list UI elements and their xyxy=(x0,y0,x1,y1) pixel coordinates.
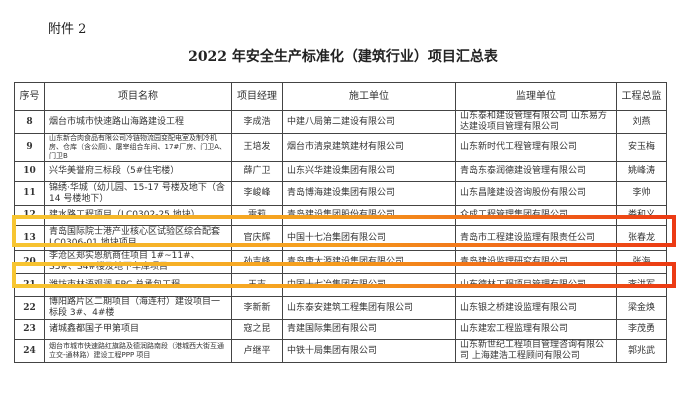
header-manager: 项目经理 xyxy=(231,82,283,111)
project-name: 博阳路片区二期项目（海连村）建设项目一标段 3#、4#楼 xyxy=(44,296,232,320)
supervision-unit: 山东新时代工程管理有限公司 xyxy=(455,133,617,162)
row-no: 11 xyxy=(14,181,45,206)
table-row: 23 诸城鑫都国子甲第项目 寇之昆 青建国际集团有限公司 山东建宏工程监理有限公司 李茂勇 xyxy=(14,319,667,340)
construction-unit: 中铁十局集团有限公司 xyxy=(282,339,456,363)
construction-unit: 青建国际集团有限公司 xyxy=(282,319,456,340)
construction-unit: 青岛博海建设集团有限公司 xyxy=(282,181,456,206)
project-manager: 王志 xyxy=(231,273,283,297)
header-director: 工程总监 xyxy=(616,82,667,111)
supervision-unit: 山东昌隆建设咨询股份有限公司 xyxy=(455,181,617,206)
chief-supervisor: 张春龙 xyxy=(616,225,667,251)
construction-unit: 烟台市清泉建筑建材有限公司 xyxy=(282,133,456,162)
project-name: 青岛国际院士港产业核心区试验区综合配套 LC0306-01 地块项目 xyxy=(44,225,232,251)
table-row: 21 潍坊市林语观澜 EPC 总承包工程 王志 中国十七冶集团有限公司 山东德林工程项目… xyxy=(14,273,667,297)
table-row: 8 烟台市城市快速路山海路建设工程 李成浩 中建八局第二建设有限公司 山东泰和建设管理有… xyxy=(14,110,667,134)
chief-supervisor: 安玉梅 xyxy=(616,133,667,162)
project-name: 山东新合肉食品有限公司冷链物流园变配电室及制冷机房、仓库（含公厕）、屠宰组合车间… xyxy=(44,133,232,162)
construction-unit: 中国十七冶集团有限公司 xyxy=(282,273,456,297)
table-row: 10 兴华美誉府三标段（5#住宅楼） 薛广卫 山东兴华建设集团有限公司 青岛东泰润德建设… xyxy=(14,161,667,182)
chief-supervisor: 姚峰涛 xyxy=(616,161,667,182)
project-name: 锦绣·华城（幼儿园、15-17 号楼及地下（含 14 号楼地下） xyxy=(44,181,232,206)
supervision-unit: 山东建宏工程监理有限公司 xyxy=(455,319,617,340)
row-no: 20 xyxy=(14,250,45,274)
project-name: 建水路工程项目（LC0302-25 地块） xyxy=(44,205,232,226)
project-manager: 薛广卫 xyxy=(231,161,283,182)
chief-supervisor: 梁金焕 xyxy=(616,296,667,320)
supervision-unit: 山东银之桥建设监理有限公司 xyxy=(455,296,617,320)
construction-unit: 中建八局第二建设有限公司 xyxy=(282,110,456,134)
row-no: 8 xyxy=(14,110,45,134)
construction-unit: 青岛康大源建设集团有限公司 xyxy=(282,250,456,274)
project-manager: 官庆辉 xyxy=(231,225,283,251)
table-row: 22 博阳路片区二期项目（海连村）建设项目一标段 3#、4#楼 李新新 山东泰安建筑工… xyxy=(14,296,667,320)
row-no: 10 xyxy=(14,161,45,182)
header-builder: 施工单位 xyxy=(282,82,456,111)
row-no: 9 xyxy=(14,133,45,162)
project-manager: 王培发 xyxy=(231,133,283,162)
chief-supervisor: 张海 xyxy=(616,250,667,274)
header-supervisor: 监理单位 xyxy=(455,82,617,111)
chief-supervisor: 刘燕 xyxy=(616,110,667,134)
project-name: 诸城鑫都国子甲第项目 xyxy=(44,319,232,340)
chief-supervisor: 李茂勇 xyxy=(616,319,667,340)
attachment-label: 附件 2 xyxy=(48,22,87,37)
table-row: 13 青岛国际院士港产业核心区试验区综合配套 LC0306-01 地块项目 官庆辉中… xyxy=(14,225,667,251)
table-row: 11 锦绣·华城（幼儿园、15-17 号楼及地下（含 14 号楼地下） 李峻峰 青岛博… xyxy=(14,181,667,206)
supervision-unit: 山东德林工程项目管理有限公司 xyxy=(455,273,617,297)
row-no: 22 xyxy=(14,296,45,320)
table-row: 24 烟台市城市快速路红旗路及德润路南段（港城西大街互通立交-通林路）建设工程PP… xyxy=(14,339,667,363)
project-manager: 雷莉 xyxy=(231,205,283,226)
project-manager: 孙吉峰 xyxy=(231,250,283,274)
document-title: 2022 年安全生产标准化（建筑行业）项目汇总表 xyxy=(188,49,498,65)
project-manager: 寇之昆 xyxy=(231,319,283,340)
project-name: 兴华美誉府三标段（5#住宅楼） xyxy=(44,161,232,182)
row-no: 21 xyxy=(14,273,45,297)
row-no: 23 xyxy=(14,319,45,340)
header-name: 项目名称 xyxy=(44,82,232,111)
project-manager: 李成浩 xyxy=(231,110,283,134)
chief-supervisor: 郭兆武 xyxy=(616,339,667,363)
supervision-unit: 青岛建设监理研究有限公司 xyxy=(455,250,617,274)
project-manager: 李新新 xyxy=(231,296,283,320)
project-name: 潍坊市林语观澜 EPC 总承包工程 xyxy=(44,273,232,297)
chief-supervisor: 李洪军 xyxy=(616,273,667,297)
table-row: 12 建水路工程项目（LC0302-25 地块） 雷莉 青岛建设集团股份有限公司 众成工… xyxy=(14,205,667,226)
project-name: 烟台市城市快速路红旗路及德润路南段（港城西大街互通立交-通林路）建设工程PPP … xyxy=(44,339,232,363)
project-summary-table: 序号 项目名称 项目经理 施工单位 监理单位 工程总监 8 烟台市城市快速路山海路… xyxy=(14,82,667,363)
row-no: 24 xyxy=(14,339,45,363)
supervision-unit: 众成工程管理集团有限公司 xyxy=(455,205,617,226)
chief-supervisor: 李帅 xyxy=(616,181,667,206)
construction-unit: 青岛建设集团股份有限公司 xyxy=(282,205,456,226)
table-row: 20 李沧区郑实恩航商住项目 1#~11#、S3#、S4#楼及地下车库项目 孙吉峰青… xyxy=(14,250,667,274)
supervision-unit: 山东新世纪工程项目管理咨询有限公司 上海建浩工程顾问有限公司 xyxy=(455,339,617,363)
supervision-unit: 青岛市工程建设监理有限责任公司 xyxy=(455,225,617,251)
row-no: 13 xyxy=(14,225,45,251)
project-manager: 卢继平 xyxy=(231,339,283,363)
header-no: 序号 xyxy=(14,82,45,111)
project-name: 烟台市城市快速路山海路建设工程 xyxy=(44,110,232,134)
supervision-unit: 山东泰和建设管理有限公司 山东易方达建设项目管理有限公司 xyxy=(455,110,617,134)
supervision-unit: 青岛东泰润德建设管理有限公司 xyxy=(455,161,617,182)
construction-unit: 山东泰安建筑工程集团有限公司 xyxy=(282,296,456,320)
chief-supervisor: 娄和义 xyxy=(616,205,667,226)
construction-unit: 中国十七冶集团有限公司 xyxy=(282,225,456,251)
row-no: 12 xyxy=(14,205,45,226)
project-name: 李沧区郑实恩航商住项目 1#~11#、S3#、S4#楼及地下车库项目 xyxy=(44,250,232,274)
table-header: 序号 项目名称 项目经理 施工单位 监理单位 工程总监 xyxy=(14,82,667,111)
construction-unit: 山东兴华建设集团有限公司 xyxy=(282,161,456,182)
table-row: 9 山东新合肉食品有限公司冷链物流园变配电室及制冷机房、仓库（含公厕）、屠宰组合车… xyxy=(14,133,667,162)
project-manager: 李峻峰 xyxy=(231,181,283,206)
